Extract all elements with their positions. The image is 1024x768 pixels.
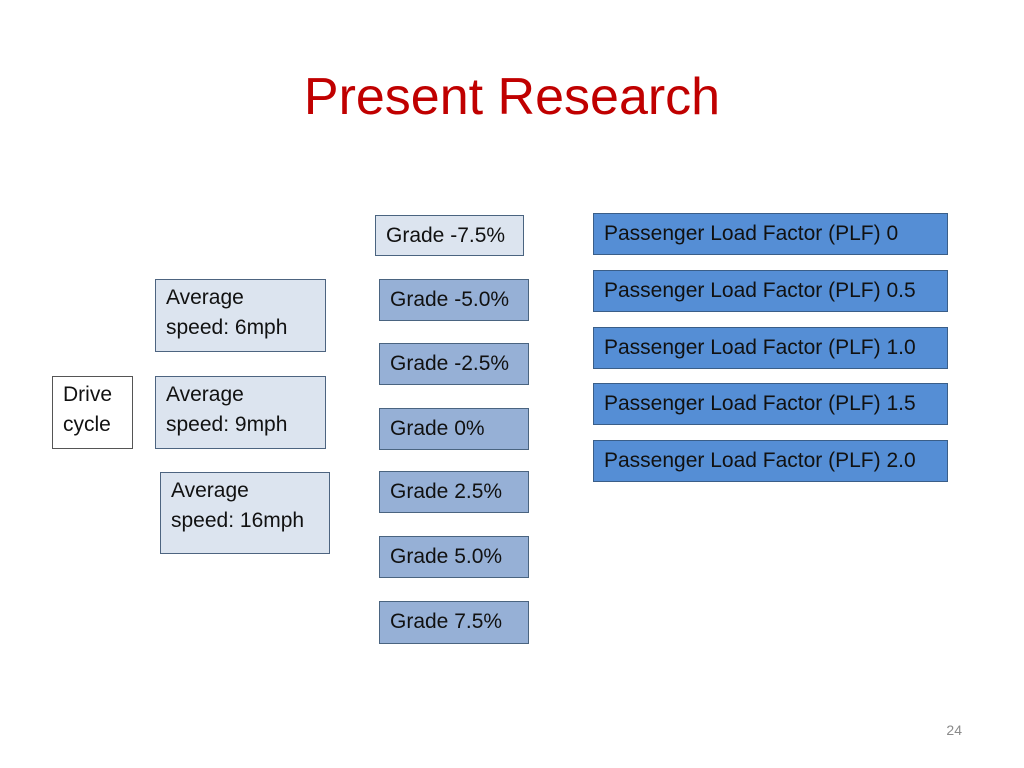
drive-cycle-line2: cycle (63, 413, 111, 436)
speed-box-16mph: Average speed: 16mph (160, 472, 330, 554)
plf-box-2-0: Passenger Load Factor (PLF) 2.0 (593, 440, 948, 482)
speed-box-line2: speed: 6mph (166, 316, 288, 339)
plf-box-1-5: Passenger Load Factor (PLF) 1.5 (593, 383, 948, 425)
speed-box-line1: Average (166, 383, 244, 406)
speed-box-6mph: Average speed: 6mph (155, 279, 326, 352)
drive-cycle-box: Drive cycle (52, 376, 133, 449)
plf-box-0: Passenger Load Factor (PLF) 0 (593, 213, 948, 255)
grade-box-minus-5-0: Grade -5.0% (379, 279, 529, 321)
page-number: 24 (946, 722, 962, 738)
speed-box-line2: speed: 16mph (171, 509, 305, 532)
drive-cycle-line1: Drive (63, 383, 113, 406)
speed-box-9mph: Average speed: 9mph (155, 376, 326, 449)
speed-box-line2: speed: 9mph (166, 413, 288, 436)
grade-box-2-5: Grade 2.5% (379, 471, 529, 513)
grade-box-5-0: Grade 5.0% (379, 536, 529, 578)
slide-title: Present Research (303, 68, 721, 126)
grade-box-minus-7-5: Grade -7.5% (375, 215, 524, 256)
speed-box-line1: Average (171, 479, 249, 502)
plf-box-0-5: Passenger Load Factor (PLF) 0.5 (593, 270, 948, 312)
plf-box-1-0: Passenger Load Factor (PLF) 1.0 (593, 327, 948, 369)
grade-box-7-5: Grade 7.5% (379, 601, 529, 644)
speed-box-line1: Average (166, 286, 244, 309)
grade-box-minus-2-5: Grade -2.5% (379, 343, 529, 385)
grade-box-0: Grade 0% (379, 408, 529, 450)
